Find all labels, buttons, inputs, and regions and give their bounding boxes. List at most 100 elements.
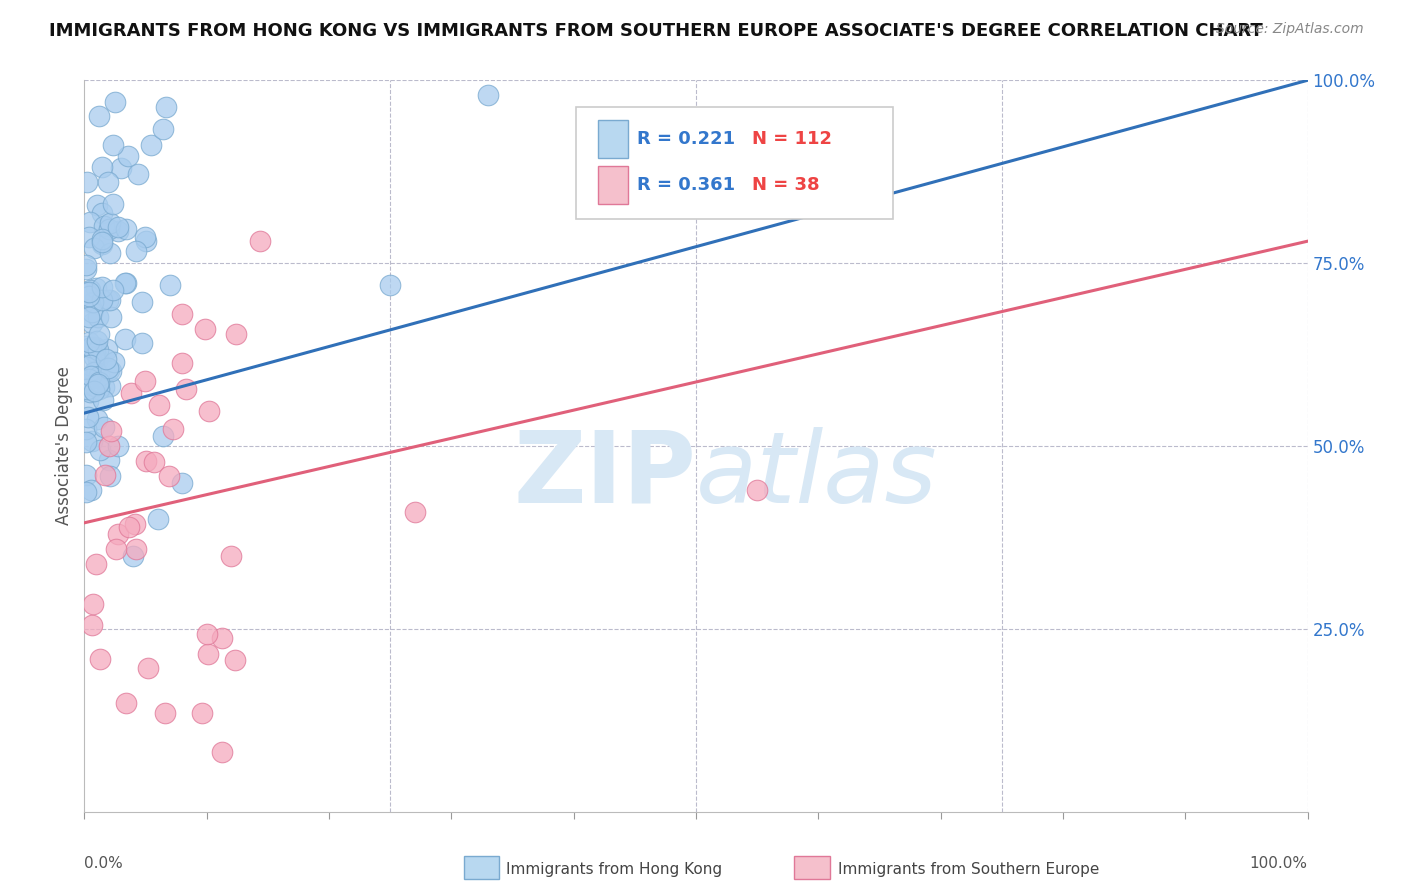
- Point: [86, 334, 108, 348]
- Point: [75, 421, 97, 435]
- Point: [77, 394, 100, 409]
- Point: [120, 385, 142, 400]
- Point: [101, 197, 124, 211]
- Text: 100.0%: 100.0%: [1250, 855, 1308, 871]
- Point: [80, 305, 103, 319]
- Point: [93, 219, 115, 234]
- Point: [211, 745, 233, 759]
- Point: [89, 109, 111, 123]
- Point: [159, 278, 181, 293]
- Point: [84, 340, 107, 354]
- Point: [80, 341, 103, 355]
- Point: [98, 246, 121, 260]
- Point: [76, 382, 98, 396]
- Point: [87, 382, 110, 396]
- Text: atlas: atlas: [696, 426, 938, 524]
- Point: [82, 342, 104, 356]
- Point: [97, 362, 120, 376]
- Point: [82, 598, 104, 612]
- Point: [198, 404, 221, 418]
- Point: [148, 398, 170, 412]
- Point: [224, 653, 246, 667]
- Point: [103, 355, 125, 369]
- Point: [90, 235, 112, 250]
- Point: [152, 122, 174, 136]
- Point: [90, 232, 112, 246]
- Point: [76, 339, 98, 353]
- Point: [84, 558, 107, 572]
- Point: [79, 215, 101, 229]
- Point: [134, 230, 156, 244]
- Point: [107, 220, 129, 235]
- Point: [127, 168, 149, 182]
- Point: [211, 631, 233, 645]
- Point: [75, 258, 97, 272]
- Point: [87, 375, 110, 389]
- Point: [125, 542, 148, 557]
- Point: [75, 285, 97, 300]
- Point: [76, 175, 98, 189]
- Point: [153, 706, 176, 721]
- Point: [80, 295, 103, 310]
- Point: [80, 378, 103, 392]
- Point: [98, 216, 121, 230]
- Point: [83, 345, 105, 359]
- Point: [93, 420, 115, 434]
- Point: [172, 356, 194, 370]
- Point: [195, 627, 218, 641]
- Point: [157, 469, 180, 483]
- Point: [83, 379, 105, 393]
- Point: [91, 293, 114, 307]
- Point: [134, 374, 156, 388]
- Point: [146, 512, 169, 526]
- Text: Immigrants from Southern Europe: Immigrants from Southern Europe: [838, 863, 1099, 877]
- Point: [100, 310, 122, 325]
- Point: [77, 310, 100, 325]
- Point: [80, 434, 103, 449]
- Point: [191, 706, 214, 720]
- Point: [98, 452, 121, 467]
- Point: [96, 342, 118, 356]
- Point: [162, 422, 184, 436]
- Point: [101, 138, 124, 153]
- Point: [79, 384, 101, 399]
- Point: [118, 519, 141, 533]
- Point: [77, 289, 100, 303]
- Point: [98, 293, 121, 308]
- Point: [122, 549, 145, 563]
- Text: Source: ZipAtlas.com: Source: ZipAtlas.com: [1216, 22, 1364, 37]
- Point: [91, 205, 114, 219]
- Point: [141, 137, 163, 152]
- Point: [131, 335, 153, 350]
- Point: [80, 317, 103, 331]
- Point: [380, 278, 402, 293]
- Text: R = 0.221: R = 0.221: [637, 130, 735, 148]
- Point: [79, 229, 101, 244]
- Point: [477, 87, 499, 102]
- Point: [172, 475, 194, 490]
- Point: [97, 361, 120, 376]
- Point: [143, 455, 166, 469]
- Point: [84, 365, 107, 379]
- Point: [155, 100, 177, 114]
- Point: [83, 365, 105, 379]
- Point: [86, 412, 108, 426]
- Point: [152, 429, 174, 443]
- Point: [96, 352, 118, 367]
- Point: [82, 618, 104, 632]
- Text: ZIP: ZIP: [513, 426, 696, 524]
- Text: IMMIGRANTS FROM HONG KONG VS IMMIGRANTS FROM SOUTHERN EUROPE ASSOCIATE'S DEGREE : IMMIGRANTS FROM HONG KONG VS IMMIGRANTS …: [49, 22, 1263, 40]
- Point: [87, 369, 110, 384]
- Point: [93, 380, 115, 394]
- Point: [135, 234, 157, 248]
- Point: [75, 467, 97, 482]
- Point: [104, 541, 127, 556]
- Point: [75, 435, 97, 450]
- Point: [174, 382, 197, 396]
- Point: [110, 161, 132, 175]
- Point: [104, 95, 127, 110]
- Point: [97, 293, 120, 307]
- Point: [86, 364, 108, 378]
- Point: [83, 350, 105, 364]
- Point: [89, 442, 111, 457]
